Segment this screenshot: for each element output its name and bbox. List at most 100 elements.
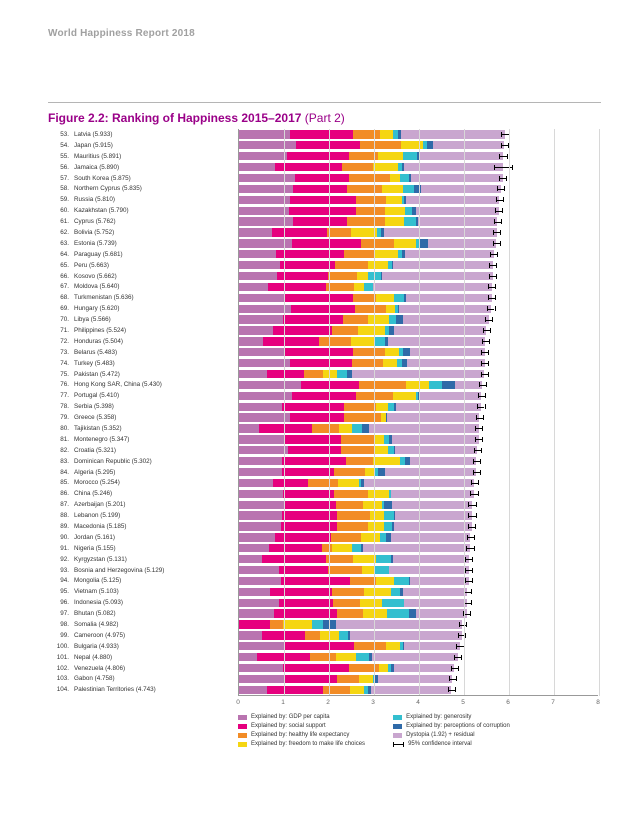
row-label: 61.Cyprus (5.762) xyxy=(48,216,232,227)
row-name: Algeria (5.295) xyxy=(74,469,115,476)
row-rank: 83. xyxy=(48,458,74,465)
row-rank: 72. xyxy=(48,338,74,345)
row-rank: 92. xyxy=(48,556,74,563)
gridline xyxy=(374,129,375,696)
row-name: Nigeria (5.155) xyxy=(74,545,116,552)
chart-gridlines xyxy=(239,129,598,696)
row-name: Kazakhstan (5.790) xyxy=(74,207,129,214)
x-tick-label: 4 xyxy=(416,699,420,706)
row-label: 78.Serbia (5.398) xyxy=(48,401,232,412)
legend-item: Dystopia (1.92) + residual xyxy=(393,731,510,740)
row-label: 68.Turkmenistan (5.636) xyxy=(48,292,232,303)
row-label: 55.Mauritius (5.891) xyxy=(48,151,232,162)
row-rank: 63. xyxy=(48,240,74,247)
row-name: Palestinian Territories (4.743) xyxy=(74,686,156,693)
row-rank: 95. xyxy=(48,588,74,595)
row-label: 92.Kyrgyzstan (5.131) xyxy=(48,554,232,565)
row-name: Hungary (5.620) xyxy=(74,305,120,312)
row-label: 57.South Korea (5.875) xyxy=(48,173,232,184)
row-name: Jamaica (5.890) xyxy=(74,164,119,171)
row-label: 59.Russia (5.810) xyxy=(48,194,232,205)
legend-swatch xyxy=(238,715,247,720)
row-label: 69.Hungary (5.620) xyxy=(48,303,232,314)
row-rank: 84. xyxy=(48,469,74,476)
row-name: Bosnia and Herzegovina (5.129) xyxy=(74,567,164,574)
legend-swatch xyxy=(238,742,247,747)
row-name: Estonia (5.739) xyxy=(74,240,117,247)
x-axis: 012345678 xyxy=(238,695,598,709)
row-rank: 96. xyxy=(48,599,74,606)
row-rank: 69. xyxy=(48,305,74,312)
row-label: 82.Croatia (5.321) xyxy=(48,445,232,456)
figure-title: Figure 2.2: Ranking of Happiness 2015–20… xyxy=(48,103,601,129)
row-label: 100.Bulgaria (4.933) xyxy=(48,641,232,652)
row-rank: 101. xyxy=(48,654,74,661)
x-tick-label: 2 xyxy=(326,699,330,706)
row-name: Lebanon (5.199) xyxy=(74,512,120,519)
row-rank: 104. xyxy=(48,686,74,693)
gridline xyxy=(464,129,465,696)
row-name: Morocco (5.254) xyxy=(74,479,120,486)
row-label: 54.Japan (5.915) xyxy=(48,140,232,151)
row-name: Peru (5.663) xyxy=(74,262,109,269)
row-label: 85.Morocco (5.254) xyxy=(48,478,232,489)
row-name: Indonesia (5.093) xyxy=(74,599,123,606)
row-rank: 91. xyxy=(48,545,74,552)
row-rank: 81. xyxy=(48,436,74,443)
row-name: Bhutan (5.082) xyxy=(74,610,116,617)
row-rank: 86. xyxy=(48,490,74,497)
row-label: 76.Hong Kong SAR, China (5.430) xyxy=(48,379,232,390)
row-label: 67.Moldova (5.640) xyxy=(48,281,232,292)
ci-icon xyxy=(393,742,404,747)
row-rank: 75. xyxy=(48,371,74,378)
row-label: 102.Venezuela (4.806) xyxy=(48,663,232,674)
row-label: 71.Philippines (5.524) xyxy=(48,325,232,336)
gridline xyxy=(554,129,555,696)
row-rank: 93. xyxy=(48,567,74,574)
row-label: 53.Latvia (5.933) xyxy=(48,129,232,140)
figure-title-suffix: (Part 2) xyxy=(305,111,345,125)
row-label: 74.Turkey (5.483) xyxy=(48,358,232,369)
row-label: 84.Algeria (5.295) xyxy=(48,467,232,478)
row-name: Honduras (5.504) xyxy=(74,338,123,345)
row-name: China (5.246) xyxy=(74,490,112,497)
x-tick-label: 8 xyxy=(596,699,600,706)
legend-item: Explained by: perceptions of corruption xyxy=(393,722,510,731)
x-tick-label: 1 xyxy=(281,699,285,706)
row-name: Kosovo (5.662) xyxy=(74,273,117,280)
row-name: Philippines (5.524) xyxy=(74,327,126,334)
row-rank: 55. xyxy=(48,153,74,160)
report-title: World Happiness Report 2018 xyxy=(48,28,195,39)
row-label: 93.Bosnia and Herzegovina (5.129) xyxy=(48,565,232,576)
legend-item: Explained by: GDP per capita xyxy=(238,713,365,722)
row-rank: 58. xyxy=(48,185,74,192)
legend-label: Explained by: social support xyxy=(251,722,326,731)
row-name: Mauritius (5.891) xyxy=(74,153,121,160)
row-name: Serbia (5.398) xyxy=(74,403,114,410)
row-rank: 97. xyxy=(48,610,74,617)
row-rank: 56. xyxy=(48,164,74,171)
legend-label: Explained by: generosity xyxy=(406,713,471,722)
row-name: Japan (5.915) xyxy=(74,142,113,149)
legend-label: Explained by: GDP per capita xyxy=(251,713,330,722)
row-label: 77.Portugal (5.410) xyxy=(48,390,232,401)
row-label: 83.Dominican Republic (5.302) xyxy=(48,456,232,467)
row-rank: 103. xyxy=(48,675,74,682)
row-rank: 65. xyxy=(48,262,74,269)
row-label: 56.Jamaica (5.890) xyxy=(48,162,232,173)
row-rank: 67. xyxy=(48,283,74,290)
legend-swatch xyxy=(238,733,247,738)
row-rank: 66. xyxy=(48,273,74,280)
row-label: 96.Indonesia (5.093) xyxy=(48,597,232,608)
row-rank: 85. xyxy=(48,479,74,486)
row-label: 65.Peru (5.663) xyxy=(48,260,232,271)
row-label: 97.Bhutan (5.082) xyxy=(48,608,232,619)
row-label: 88.Lebanon (5.199) xyxy=(48,510,232,521)
row-name: Montenegro (5.347) xyxy=(74,436,129,443)
row-name: Libya (5.566) xyxy=(74,316,111,323)
row-rank: 61. xyxy=(48,218,74,225)
row-label: 90.Jordan (5.161) xyxy=(48,532,232,543)
row-name: Nepal (4.880) xyxy=(74,654,112,661)
row-name: Bulgaria (4.933) xyxy=(74,643,119,650)
row-name: Portugal (5.410) xyxy=(74,392,119,399)
